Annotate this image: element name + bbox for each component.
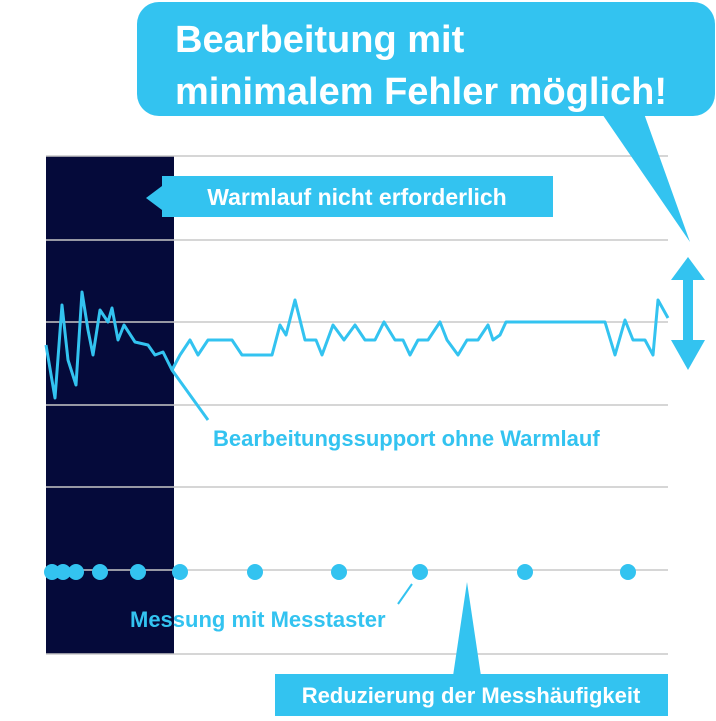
- headline-line-2: minimalem Fehler möglich!: [175, 71, 667, 113]
- support-leader-line: [170, 369, 210, 421]
- warmup-label-box: [146, 176, 553, 217]
- measurement-point: [620, 564, 636, 580]
- probe-label: Messung mit Messtaster: [130, 607, 386, 632]
- error-signal-line: [44, 290, 670, 400]
- measurement-point: [412, 564, 428, 580]
- measurement-point: [517, 564, 533, 580]
- probe-leader-line: [397, 583, 413, 605]
- headline-line-1: Bearbeitung mit: [175, 19, 465, 61]
- measurement-points: [44, 564, 636, 580]
- measurement-point: [331, 564, 347, 580]
- measurement-point: [172, 564, 188, 580]
- reduction-arrow: [453, 582, 481, 676]
- measurement-point: [130, 564, 146, 580]
- error-range-arrow: [671, 257, 705, 370]
- measurement-point: [68, 564, 84, 580]
- measurement-point: [55, 564, 71, 580]
- warmup-label: Warmlauf nicht erforderlich: [207, 184, 506, 210]
- grid-lines: [46, 155, 668, 655]
- reduction-label: Reduzierung der Messhäufigkeit: [302, 683, 641, 708]
- measurement-point: [44, 564, 60, 580]
- measurement-point: [92, 564, 108, 580]
- measurement-point: [247, 564, 263, 580]
- support-label: Bearbeitungssupport ohne Warmlauf: [213, 426, 600, 451]
- reduction-label-box: [275, 674, 668, 716]
- headline-bubble: [137, 2, 715, 242]
